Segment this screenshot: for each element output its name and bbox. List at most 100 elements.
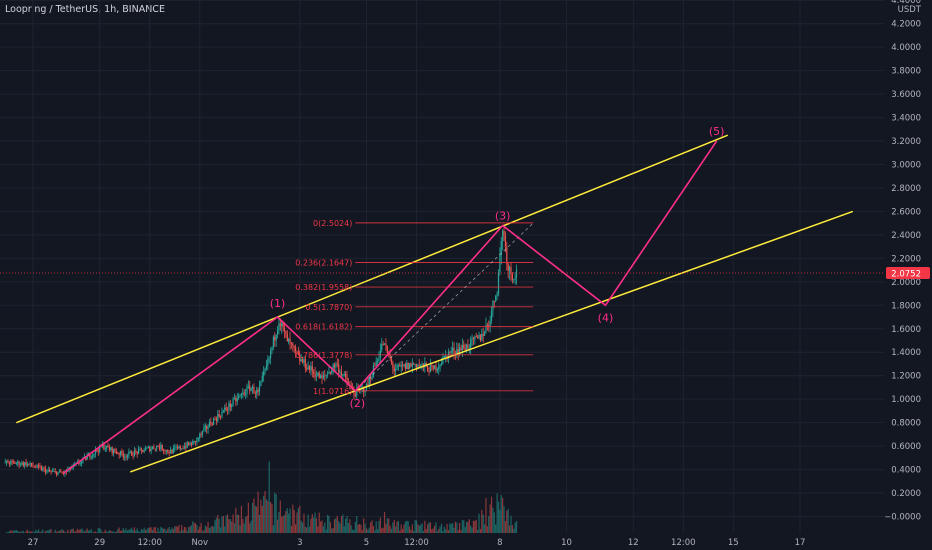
candle bbox=[286, 333, 288, 342]
candle bbox=[496, 293, 498, 296]
candle bbox=[192, 441, 194, 446]
volume-bar bbox=[338, 521, 340, 534]
candle bbox=[133, 450, 136, 456]
candle bbox=[214, 418, 216, 420]
candle bbox=[370, 377, 372, 380]
volume-bar bbox=[379, 517, 381, 534]
volume-bar bbox=[196, 524, 198, 534]
volume-bar bbox=[93, 531, 95, 534]
candle bbox=[164, 450, 166, 452]
candle bbox=[331, 369, 333, 374]
volume-bar bbox=[307, 514, 309, 534]
volume-bar bbox=[275, 494, 277, 534]
volume-bar bbox=[311, 514, 313, 534]
candle bbox=[329, 371, 331, 374]
volume-bar bbox=[432, 528, 434, 534]
volume-bar bbox=[87, 530, 90, 534]
volume-bar bbox=[203, 530, 205, 534]
candle bbox=[482, 334, 484, 336]
volume-bar bbox=[299, 505, 301, 534]
candle bbox=[325, 374, 327, 376]
volume-bar bbox=[28, 531, 30, 534]
volume-bar bbox=[483, 524, 486, 534]
volume-bar bbox=[452, 523, 454, 534]
volume-bar bbox=[169, 529, 172, 534]
volume-bar bbox=[79, 529, 81, 534]
candle bbox=[500, 241, 502, 255]
candle bbox=[438, 365, 440, 369]
candle bbox=[353, 390, 355, 395]
volume-bar bbox=[514, 522, 516, 534]
candle bbox=[12, 461, 15, 463]
candle bbox=[407, 363, 409, 370]
volume-bar bbox=[370, 522, 372, 534]
volume-bar bbox=[125, 528, 127, 534]
candle bbox=[129, 451, 131, 453]
volume-bar bbox=[258, 515, 261, 534]
volume-bar bbox=[402, 528, 404, 534]
candle bbox=[390, 358, 393, 363]
volume-bar bbox=[435, 522, 437, 534]
candle bbox=[296, 351, 298, 353]
candle bbox=[324, 375, 326, 377]
candle bbox=[414, 364, 416, 365]
volume-bar bbox=[14, 530, 16, 534]
volume-bar bbox=[250, 520, 252, 534]
volume-bar bbox=[475, 519, 477, 534]
volume-bar bbox=[221, 516, 223, 534]
fib-level-label: 0.786(1.3778) bbox=[295, 351, 352, 360]
volume-bar bbox=[351, 529, 354, 534]
candle bbox=[464, 348, 466, 351]
candle bbox=[410, 363, 412, 367]
price-tick-label: 2.4000 bbox=[891, 231, 921, 241]
volume-bar bbox=[26, 529, 29, 534]
candle bbox=[99, 445, 101, 452]
candle bbox=[208, 422, 211, 428]
volume-bar bbox=[90, 529, 92, 534]
candle bbox=[238, 396, 240, 398]
candle bbox=[53, 471, 55, 472]
candle bbox=[181, 448, 183, 450]
volume-bar bbox=[278, 511, 280, 534]
volume-bar bbox=[390, 528, 393, 534]
candle bbox=[21, 462, 23, 465]
price-tick-label: 0.2000 bbox=[891, 489, 921, 499]
candle bbox=[51, 471, 54, 473]
candle bbox=[183, 446, 186, 449]
candle bbox=[178, 446, 180, 449]
volume-bar bbox=[215, 517, 218, 534]
volume-bar bbox=[285, 511, 287, 534]
volume-bar bbox=[460, 530, 462, 534]
volume-bar bbox=[458, 523, 461, 534]
candle bbox=[140, 448, 142, 450]
volume-bar bbox=[201, 530, 204, 534]
volume-bar bbox=[72, 528, 74, 534]
price-tick-label: 4.0000 bbox=[891, 43, 921, 53]
volume-bar bbox=[135, 530, 137, 534]
candle bbox=[258, 385, 261, 392]
candle bbox=[326, 373, 329, 375]
time-tick-label: 12:00 bbox=[137, 538, 162, 548]
volume-bar bbox=[78, 529, 80, 534]
candle bbox=[199, 433, 201, 438]
candle bbox=[29, 463, 31, 465]
volume-bar bbox=[335, 518, 337, 534]
candle bbox=[342, 374, 344, 376]
volume-bar bbox=[474, 520, 476, 534]
fib-level-label: 0.618(1.6182) bbox=[295, 323, 352, 332]
candle bbox=[119, 451, 122, 455]
volume-bar bbox=[122, 527, 124, 534]
candle bbox=[379, 349, 381, 358]
volume-bar bbox=[83, 531, 86, 534]
volume-bar bbox=[354, 521, 356, 534]
volume-bar bbox=[39, 531, 41, 534]
volume-bar bbox=[397, 521, 400, 534]
candle bbox=[396, 365, 398, 370]
candle bbox=[318, 372, 320, 379]
candle bbox=[206, 426, 208, 429]
channel-upper-line bbox=[16, 134, 729, 424]
candle bbox=[7, 460, 9, 464]
volume-bar bbox=[56, 531, 58, 534]
volume-bar bbox=[107, 531, 109, 534]
